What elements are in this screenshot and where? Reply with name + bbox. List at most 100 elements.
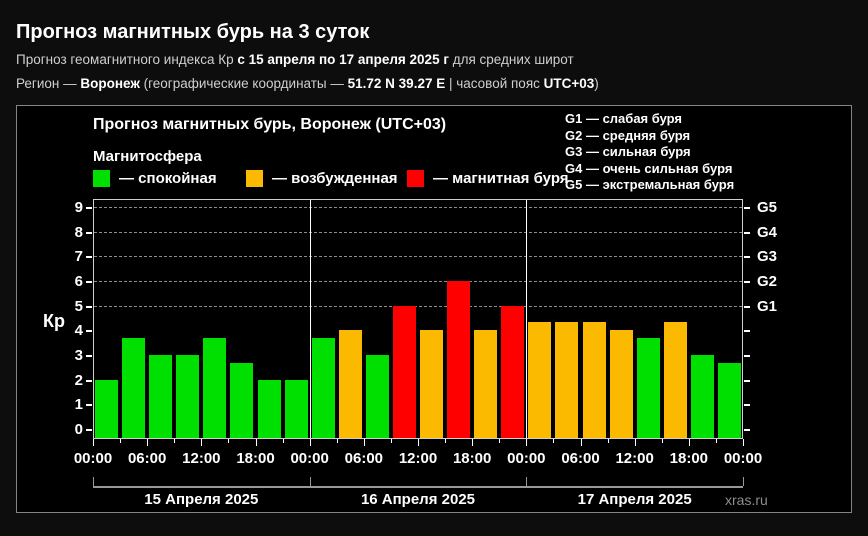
date-axis-tick bbox=[526, 477, 528, 486]
x-axis-label: 12:00 bbox=[615, 450, 654, 467]
region-text: ) bbox=[594, 76, 599, 91]
kp-bar bbox=[582, 322, 606, 438]
g-legend-line-g3: G3 — сильная буря bbox=[565, 144, 691, 159]
x-axis-label: 06:00 bbox=[344, 450, 384, 467]
y-axis-tick-right bbox=[744, 231, 750, 234]
y-axis-tick-right bbox=[744, 355, 750, 357]
y-axis-tick-left bbox=[86, 429, 92, 431]
kp-bar bbox=[609, 330, 633, 438]
x-axis-label: 18:00 bbox=[452, 450, 492, 467]
date-axis-tick bbox=[743, 477, 744, 486]
quiet-color-swatch bbox=[93, 169, 110, 187]
day-divider-line bbox=[526, 200, 528, 438]
y-axis-tick-right bbox=[744, 281, 750, 283]
x-axis-tick bbox=[499, 439, 501, 443]
y-axis-label: 8 bbox=[74, 223, 83, 241]
kp-bar bbox=[365, 355, 389, 438]
gridline-kp-9 bbox=[94, 207, 742, 208]
page-header: Прогноз магнитных бурь на 3 суток Прогно… bbox=[0, 0, 868, 92]
x-axis-tick bbox=[147, 439, 149, 446]
kp-bar bbox=[257, 379, 281, 438]
region-text: | часовой пояс bbox=[445, 76, 544, 91]
x-axis-tick bbox=[120, 439, 122, 443]
gridline-kp-6 bbox=[94, 281, 742, 282]
g-axis-label: G2 bbox=[757, 273, 778, 290]
kp-bar bbox=[176, 355, 200, 438]
y-axis-label: 9 bbox=[74, 199, 83, 216]
storm-color-swatch bbox=[407, 169, 424, 187]
kp-bar bbox=[528, 322, 552, 438]
region-coordinates: 51.72 N 39.27 E bbox=[347, 76, 446, 91]
kp-bar bbox=[420, 330, 444, 438]
x-axis-label: 12:00 bbox=[398, 450, 438, 467]
plot-area: xras.ru 0 1 2 3 4 5 6 7 8 9 G5 G4 G3 G2 G1 00:00 06:00 12… bbox=[74, 199, 777, 508]
subtitle-text: для средних широт bbox=[448, 52, 574, 67]
kp-bar bbox=[663, 322, 687, 438]
region-timezone: UTC+03 bbox=[543, 76, 595, 91]
x-axis-tick bbox=[309, 439, 311, 446]
g-legend-line-g2: G2 — средняя буря bbox=[565, 127, 691, 143]
legend-label-storm: — магнитная буря bbox=[433, 169, 569, 187]
y-axis-tick-left bbox=[86, 305, 92, 308]
x-axis-tick bbox=[580, 439, 582, 446]
magnetosphere-legend: — спокойная — возбужденная — магнитная б… bbox=[93, 168, 569, 188]
page-title: Прогноз магнитных бурь на 3 суток bbox=[16, 21, 370, 43]
g-axis-label: G1 bbox=[757, 297, 778, 315]
kp-bar bbox=[230, 363, 254, 438]
date-label: 16 Апреля 2025 bbox=[360, 491, 476, 508]
y-axis-label: 6 bbox=[74, 273, 83, 290]
x-axis-tick bbox=[445, 439, 447, 443]
kp-bar bbox=[338, 330, 362, 438]
g-legend-line-g5: G5 — экстремальная буря bbox=[565, 177, 735, 192]
y-axis-label: 0 bbox=[74, 421, 83, 438]
kp-bar bbox=[284, 379, 308, 438]
kp-bar bbox=[501, 305, 525, 438]
x-axis-tick bbox=[201, 439, 203, 446]
x-axis-tick bbox=[282, 439, 284, 443]
date-label: 17 Апреля 2025 bbox=[577, 491, 692, 508]
g-axis-label: G5 bbox=[757, 199, 778, 216]
x-axis-tick bbox=[715, 439, 717, 443]
y-axis-tick-left bbox=[86, 330, 92, 333]
kp-bar bbox=[149, 355, 173, 438]
y-axis-label: 7 bbox=[74, 248, 83, 266]
legend-item-storm: — магнитная буря bbox=[407, 169, 569, 187]
legend-label-quiet: — спокойная bbox=[119, 169, 217, 187]
x-axis-label: 18:00 bbox=[236, 450, 275, 467]
x-axis-label: 00:00 bbox=[73, 450, 113, 467]
forecast-subtitle: Прогноз геомагнитного индекса Кр с 15 ап… bbox=[16, 51, 852, 68]
y-axis-tick-right bbox=[744, 404, 750, 407]
day-divider-line bbox=[309, 200, 311, 438]
x-axis-label: 00:00 bbox=[507, 450, 546, 467]
kp-bar bbox=[690, 355, 714, 438]
x-axis-tick bbox=[526, 439, 528, 446]
x-axis-label: 06:00 bbox=[561, 450, 600, 467]
kp-bar bbox=[203, 338, 227, 438]
plot-border bbox=[93, 199, 743, 439]
y-axis-tick-left bbox=[86, 379, 92, 382]
x-axis-tick bbox=[228, 439, 230, 443]
region-text: (географические координаты — bbox=[139, 76, 348, 91]
g-axis-label: G3 bbox=[757, 248, 778, 266]
subtitle-dates: с 15 апреля по 17 апреля 2025 г bbox=[237, 52, 449, 67]
y-axis-tick-right bbox=[744, 379, 750, 382]
y-axis-tick-left bbox=[86, 207, 92, 209]
g-legend-line-g1: G1 — слабая буря bbox=[565, 111, 683, 126]
y-axis-label: 5 bbox=[74, 297, 83, 315]
y-axis-label: 3 bbox=[74, 347, 83, 364]
date-axis-tick bbox=[93, 477, 94, 486]
x-axis-tick bbox=[336, 439, 338, 443]
g-axis-label: G4 bbox=[757, 223, 778, 241]
x-axis-tick bbox=[553, 439, 555, 443]
y-axis-tick-right bbox=[744, 305, 750, 308]
x-axis-label: 18:00 bbox=[669, 450, 709, 467]
region-name: Воронеж bbox=[80, 76, 140, 91]
g-legend-line-g4: G4 — очень сильная буря bbox=[565, 160, 733, 176]
excited-color-swatch bbox=[246, 169, 263, 187]
y-axis-tick-right bbox=[744, 256, 750, 259]
legend-item-excited: — возбужденная bbox=[246, 169, 407, 187]
magnetosphere-label: Магнитосфера bbox=[93, 148, 202, 165]
y-axis-tick-right bbox=[744, 207, 750, 209]
date-axis-line bbox=[93, 486, 743, 488]
x-axis-tick bbox=[472, 439, 474, 446]
